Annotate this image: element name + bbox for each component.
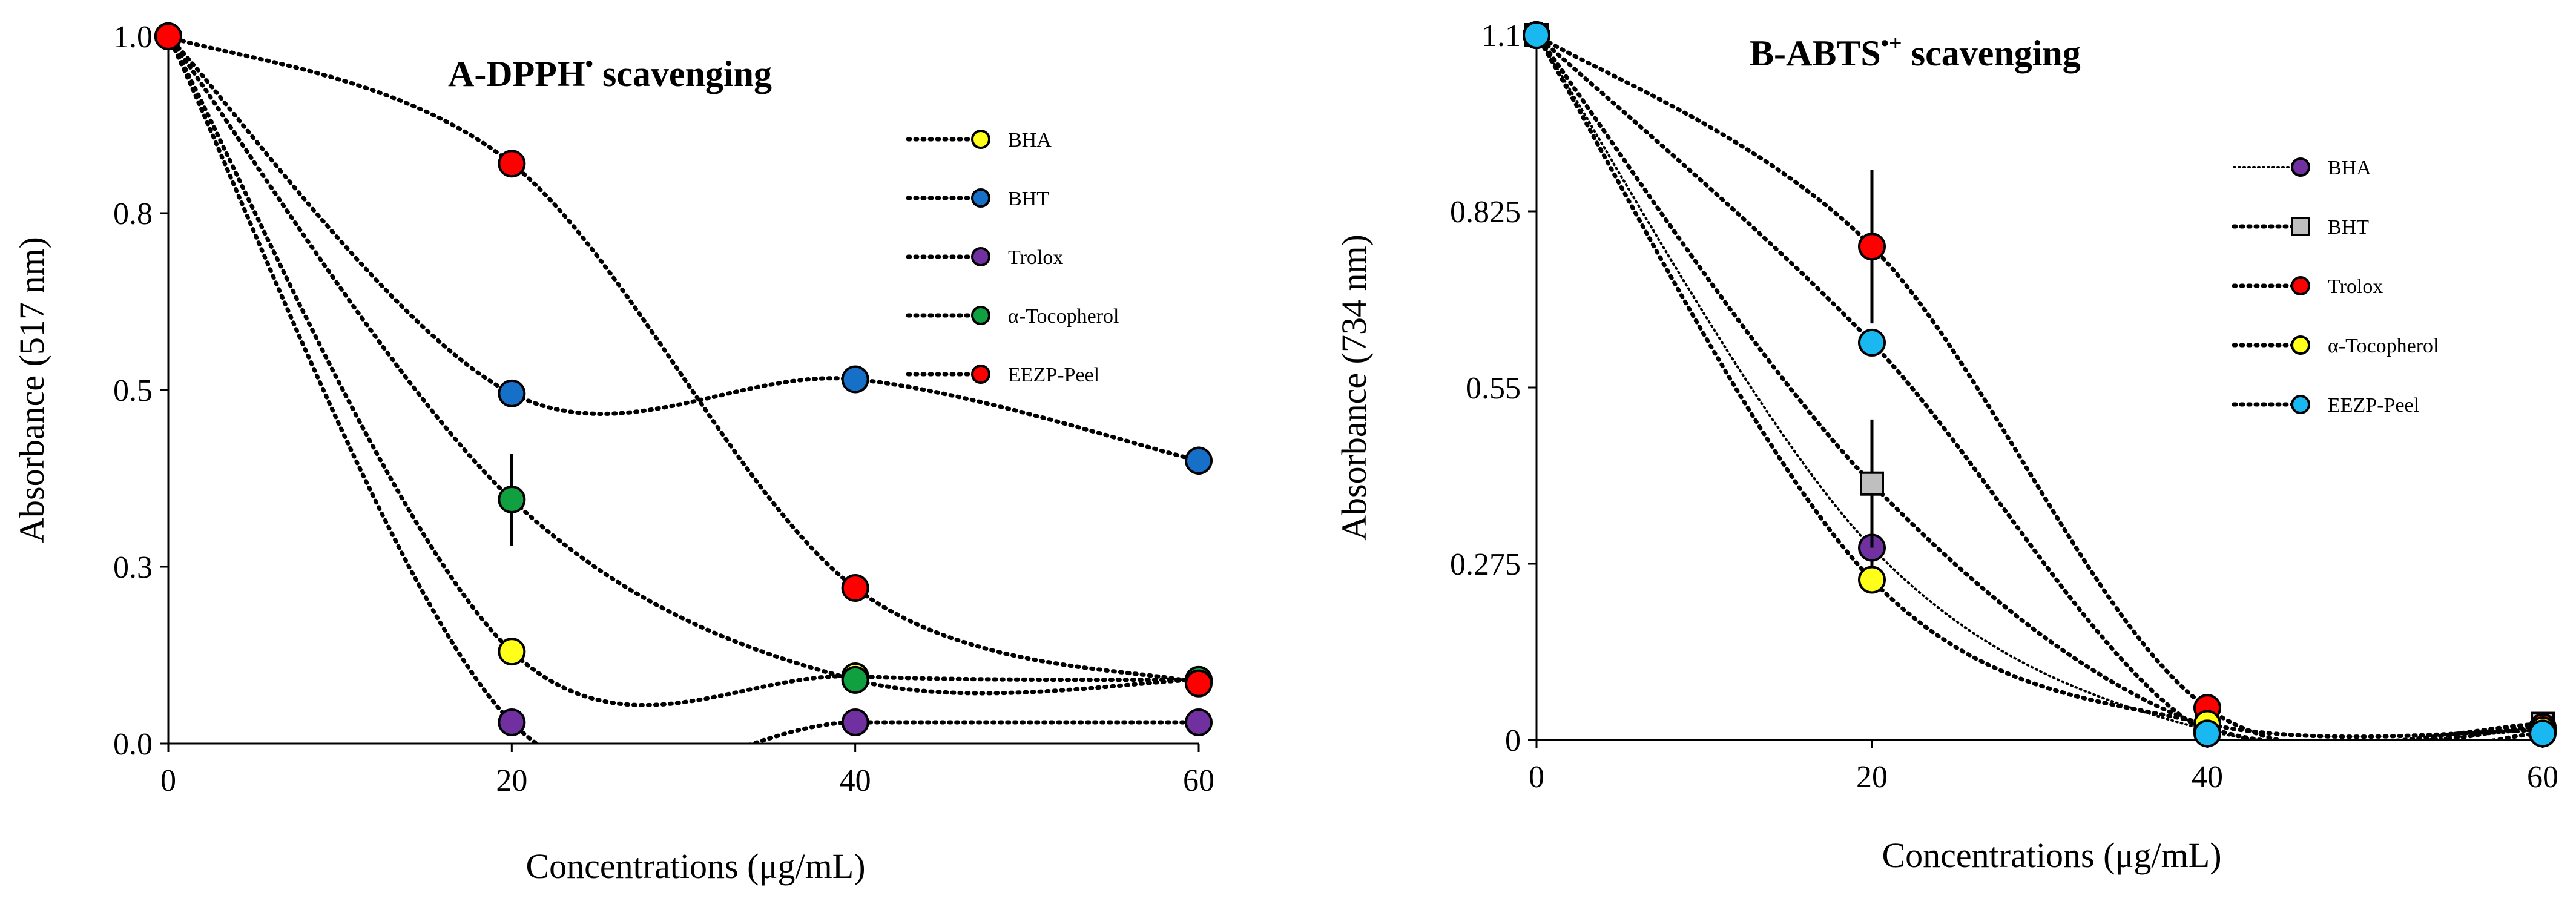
- data-point-eezp-peel: [2529, 719, 2557, 748]
- data-point-trolox: [1858, 233, 1886, 261]
- x-tick-label: 60: [2527, 760, 2558, 794]
- y-tick-label: 0.825: [1450, 195, 1521, 229]
- legend-marker-bha: [971, 130, 990, 149]
- legend-label--tocopherol: α-Tocopherol: [2328, 335, 2439, 357]
- x-tick-label: 0: [1529, 760, 1544, 794]
- data-point-eezp-peel: [1523, 21, 1550, 49]
- series-line-trolox: [166, 34, 1201, 744]
- legend-marker-bha: [2291, 157, 2310, 177]
- data-point-bht: [841, 365, 869, 394]
- series-line-trolox: [1534, 33, 2545, 740]
- data-point-bht: [1860, 471, 1884, 496]
- x-tick-label: 20: [496, 764, 527, 798]
- y-tick-label: 0: [1505, 724, 1521, 758]
- data-point--tocopherol: [841, 665, 869, 694]
- y-tick-label: 0.3: [113, 550, 153, 585]
- series-line-eezp-peel: [166, 34, 1201, 686]
- legend-label--tocopherol: α-Tocopherol: [1008, 305, 1119, 328]
- series-line-bha: [166, 34, 1201, 707]
- y-tick-label: 1.0: [113, 20, 153, 54]
- series-lines: [1534, 33, 2545, 740]
- data-point-eezp-peel: [1185, 669, 1213, 698]
- data-point-eezp-peel: [498, 150, 526, 178]
- x-tick-label: 20: [1856, 760, 1888, 794]
- chart-title-superscript: •+: [1881, 31, 1902, 56]
- legend-marker-trolox: [971, 247, 990, 266]
- series-line-bht: [1534, 33, 2545, 740]
- series-line-bht: [166, 34, 1201, 463]
- x-tick-label: 60: [1183, 764, 1214, 798]
- legend-label-trolox: Trolox: [1008, 246, 1063, 269]
- legend-marker-eezp-peel: [971, 365, 990, 384]
- y-tick-label: 0.0: [113, 727, 153, 762]
- y-tick-label: 0.8: [113, 197, 153, 231]
- x-tick-label: 40: [840, 764, 871, 798]
- data-point-eezp-peel: [1858, 328, 1886, 357]
- legend-label-bht: BHT: [1008, 188, 1049, 210]
- legend-label-bht: BHT: [2328, 216, 2369, 239]
- chart-title-suffix: scavenging: [1902, 33, 2081, 73]
- series-line-eezp-peel: [1534, 33, 2545, 740]
- data-point-trolox: [841, 708, 869, 736]
- data-point--tocopherol: [1858, 566, 1886, 594]
- series-lines: [166, 34, 1201, 744]
- y-tick-label: 0.5: [113, 374, 153, 408]
- chart-title-main: A-DPPH: [448, 54, 585, 94]
- panel-a-dpph: 0.0 0.3 0.5 0.8 1.0 0 20 40 60 Concentrations (μg…: [12, 20, 1214, 886]
- data-point-bht: [498, 379, 526, 407]
- data-point-bht: [1185, 446, 1213, 475]
- data-point-eezp-peel: [2193, 719, 2221, 748]
- chart-title-superscript: •: [585, 51, 593, 77]
- chart-title-main: B-ABTS: [1750, 33, 1881, 73]
- legend-label-bha: BHA: [1008, 129, 1052, 151]
- series-line-bha: [1535, 34, 2544, 740]
- series-line--tocopherol: [1534, 33, 2545, 739]
- x-axis-label: Concentrations (μg/mL): [525, 846, 865, 886]
- legend-marker-trolox: [2291, 276, 2310, 295]
- y-tick-label: 0.275: [1450, 547, 1521, 582]
- y-tick-label: 0.55: [1466, 371, 1521, 406]
- data-point-eezp-peel: [841, 574, 869, 602]
- legend-marker-eezp-peel: [2291, 395, 2310, 414]
- legend-marker--tocopherol: [971, 306, 990, 325]
- x-axis-label: Concentrations (μg/mL): [1882, 836, 2221, 875]
- legend-label-eezp-peel: EEZP-Peel: [2328, 394, 2419, 417]
- legend-marker-bht: [2291, 217, 2310, 236]
- legend-label-eezp-peel: EEZP-Peel: [1008, 364, 1099, 386]
- y-tick-label: 1.1: [1481, 19, 1521, 53]
- legend-marker--tocopherol: [2291, 335, 2310, 355]
- series-line--tocopherol: [166, 34, 1201, 696]
- chart-title: A-DPPH• scavenging: [448, 51, 772, 94]
- data-point-trolox: [498, 708, 526, 736]
- y-axis-label: Absorbance (734 nm): [1334, 234, 1374, 541]
- chart-title: B-ABTS•+ scavenging: [1750, 31, 2081, 73]
- data-point-eezp-peel: [154, 22, 182, 50]
- data-point--tocopherol: [498, 486, 526, 514]
- x-tick-label: 0: [160, 764, 176, 798]
- legend-label-bha: BHA: [2328, 157, 2371, 179]
- chart-title-suffix: scavenging: [593, 54, 772, 94]
- legend-marker-bht: [971, 188, 990, 208]
- legend-label-trolox: Trolox: [2328, 275, 2383, 298]
- data-point-bha: [498, 638, 526, 666]
- data-point-trolox: [1185, 708, 1213, 736]
- y-axis-label: Absorbance (517 nm): [12, 237, 51, 543]
- x-tick-label: 40: [2192, 760, 2223, 794]
- panel-b-abts: 0 0.275 0.55 0.825 1.1 0 20 40 60 Concentrations …: [1334, 19, 2558, 875]
